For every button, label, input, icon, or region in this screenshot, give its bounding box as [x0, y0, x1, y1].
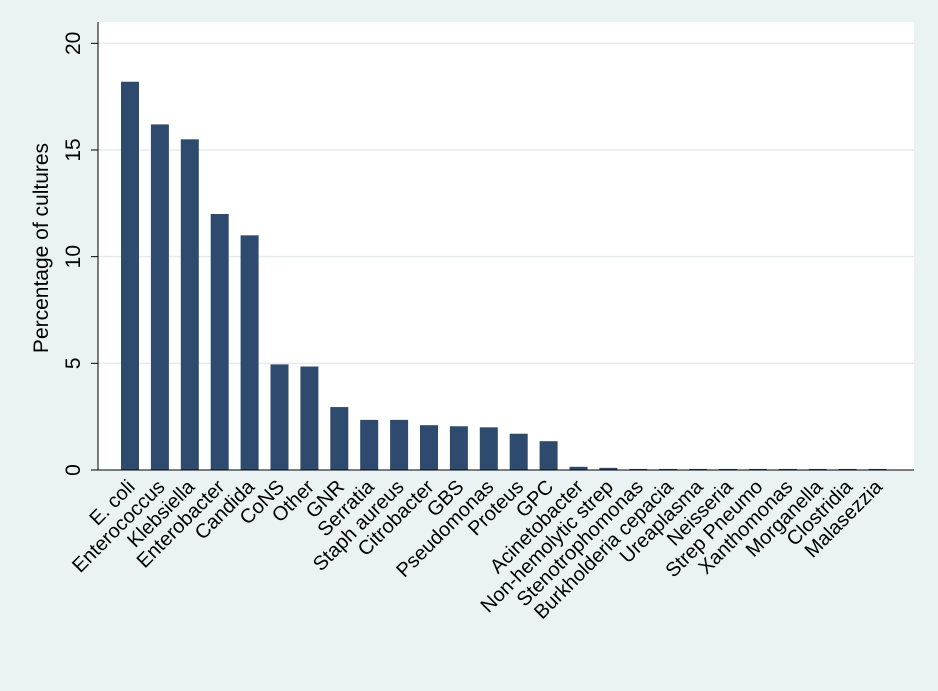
y-tick-label: 5: [62, 357, 85, 369]
bar: [449, 426, 468, 470]
bar: [360, 419, 379, 470]
bar: [838, 468, 857, 470]
bars: [121, 81, 887, 471]
y-axis-label: Percentage of cultures: [30, 143, 53, 353]
bar: [390, 419, 409, 470]
bar: [210, 214, 229, 470]
bar: [778, 468, 797, 470]
bar: [420, 425, 438, 470]
bar: [509, 433, 528, 470]
bar: [569, 466, 588, 470]
bar: [180, 139, 199, 471]
grid-lines: [98, 42, 914, 365]
y-tick-label: 15: [62, 138, 85, 161]
bar: [808, 468, 827, 470]
bar: [300, 366, 319, 470]
bar: [240, 235, 259, 470]
y-axis: 0 5 10 15 20: [62, 22, 99, 476]
bar: [659, 468, 678, 470]
y-tick-label: 0: [62, 464, 85, 476]
bar: [719, 468, 737, 470]
y-tick-label: 10: [62, 245, 85, 268]
bar: [270, 364, 289, 470]
plot-area: [98, 22, 914, 470]
bar: [150, 124, 169, 471]
bar: [539, 441, 558, 470]
bar: [599, 467, 618, 470]
bar: [330, 407, 349, 470]
bar: [748, 468, 767, 470]
bar: [868, 468, 887, 470]
bar: [479, 427, 498, 470]
x-axis: E. coliEnterococcusKlebsiellaEnterobacte…: [68, 469, 914, 624]
y-tick-label: 20: [62, 32, 85, 55]
bar: [121, 81, 139, 470]
bar: [689, 468, 708, 470]
bar: [629, 468, 648, 470]
